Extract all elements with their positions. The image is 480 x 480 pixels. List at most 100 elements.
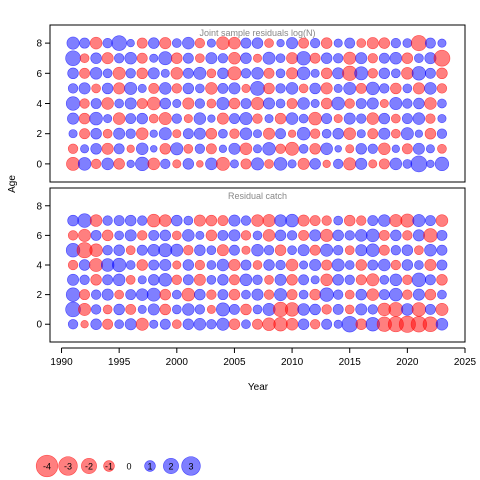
residual-bubble (391, 144, 400, 153)
residual-bubble (229, 113, 240, 125)
residual-bubble (332, 67, 345, 80)
residual-bubble (273, 317, 288, 332)
x-tick-label: 1995 (108, 357, 131, 368)
residual-bubble (183, 114, 193, 124)
residual-bubble (344, 230, 355, 241)
residual-bubble (240, 68, 252, 79)
residual-bubble (414, 260, 424, 270)
residual-bubble (401, 113, 413, 125)
residual-bubble (216, 36, 230, 50)
residual-bubble (436, 244, 448, 256)
residual-bubble (299, 260, 309, 270)
residual-bubble (410, 155, 428, 173)
residual-bubble (102, 215, 113, 226)
residual-bubble (274, 112, 287, 125)
residual-bubble (114, 53, 125, 64)
residual-bubble (215, 156, 230, 171)
residual-bubble (251, 37, 264, 49)
residual-bubble (435, 302, 449, 316)
legend: -4 -3 -2 -1 0 1 2 3 (35, 454, 201, 478)
residual-bubble (172, 99, 182, 108)
residual-bubble (344, 98, 355, 109)
residual-bubble (298, 274, 310, 286)
residual-bubble (149, 129, 158, 138)
residual-bubble (149, 319, 159, 329)
residual-bubble (136, 37, 148, 49)
residual-bubble (378, 142, 391, 156)
residual-bubble (389, 157, 403, 171)
residual-bubble (264, 274, 274, 285)
residual-bubble (91, 83, 101, 94)
residual-bubble (287, 159, 297, 169)
legend-bubble (144, 460, 156, 472)
residual-bubble (170, 142, 184, 156)
residual-bubble (102, 68, 113, 79)
residual-bubble (170, 243, 184, 257)
residual-bubble (263, 259, 275, 271)
residual-bubble (356, 215, 367, 226)
residual-bubble (124, 318, 137, 331)
residual-bubble (333, 53, 344, 64)
residual-bubble (158, 243, 173, 258)
legend-bubble (181, 456, 201, 476)
residual-bubble (159, 97, 171, 110)
residual-bubble (89, 111, 103, 126)
residual-bubble (125, 68, 136, 79)
residual-bubble (228, 51, 241, 65)
residual-bubble (401, 259, 414, 271)
residual-bubble (263, 289, 275, 300)
residual-bubble (344, 37, 356, 49)
residual-bubble (112, 112, 126, 125)
residual-bubble (366, 112, 379, 125)
residual-bubble (378, 52, 390, 64)
residual-bubble (424, 97, 437, 110)
residual-bubble (402, 98, 413, 109)
x-tick-label: 2025 (454, 357, 477, 368)
residual-bubble (67, 273, 80, 286)
residual-bubble (228, 318, 241, 330)
residual-bubble (437, 114, 447, 124)
residual-bubble (101, 157, 114, 171)
residual-bubble (334, 145, 342, 153)
legend-bubble (58, 456, 78, 476)
residual-bubble (228, 97, 241, 110)
residual-bubble (286, 230, 298, 241)
residual-bubble (240, 37, 252, 49)
residual-bubble (264, 114, 274, 124)
residual-bubble (400, 127, 414, 141)
residual-bubble (275, 68, 286, 79)
residual-bubble (413, 97, 425, 110)
residual-bubble (286, 274, 298, 286)
residual-bubble (402, 83, 413, 94)
residual-bubble (67, 112, 80, 125)
residual-bubble (366, 81, 380, 96)
residual-bubble (274, 273, 287, 286)
residual-bubble (90, 229, 102, 241)
residual-bubble (402, 230, 413, 241)
residual-bubble (113, 82, 126, 95)
residual-bubble (319, 287, 334, 302)
residual-bubble (126, 144, 135, 153)
residual-bubble (401, 143, 413, 155)
residual-bubble (90, 318, 102, 330)
residual-bubble (150, 145, 158, 153)
residual-bubble (310, 275, 320, 285)
residual-bubble (228, 288, 241, 301)
residual-bubble (171, 289, 182, 300)
residual-bubble (378, 258, 391, 272)
residual-bubble (368, 159, 378, 169)
residual-bubble (273, 157, 288, 171)
residual-bubble (148, 113, 159, 124)
legend-label: -2 (85, 462, 93, 472)
residual-bubble (264, 159, 274, 169)
legend-bubble (163, 458, 179, 474)
residual-bubble (182, 82, 195, 95)
residual-bubble (378, 229, 390, 241)
residual-bubble (275, 128, 286, 140)
residual-bubble (275, 83, 286, 94)
residual-bubble (251, 67, 264, 80)
residual-bubble (67, 67, 79, 80)
residual-bubble (424, 67, 436, 79)
residual-bubble (423, 228, 438, 243)
residual-bubble (251, 97, 264, 110)
